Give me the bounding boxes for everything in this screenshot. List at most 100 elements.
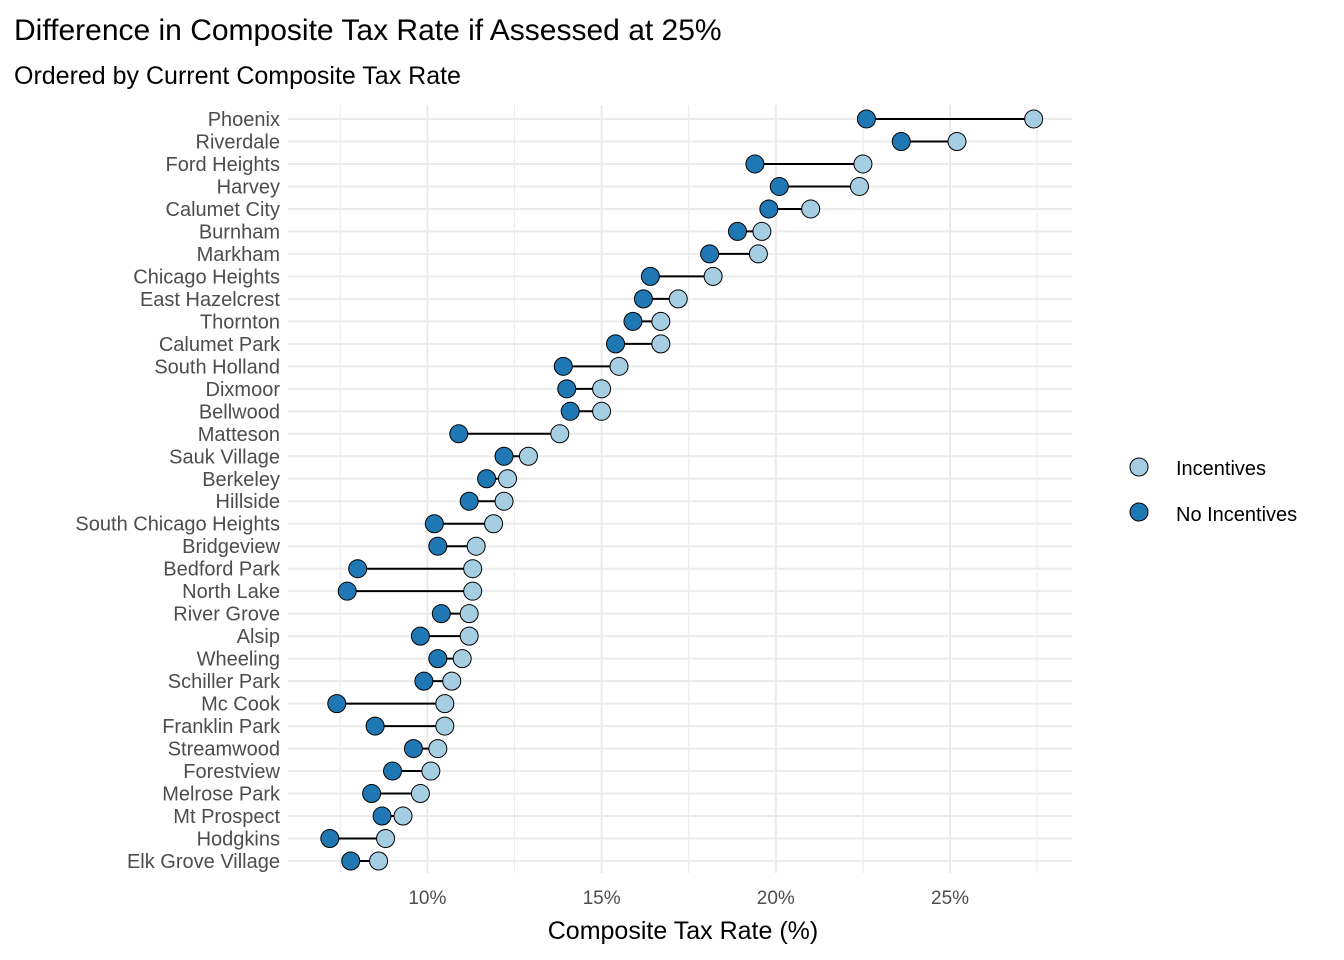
y-tick-label: Alsip xyxy=(237,626,280,648)
y-tick-label: Forestview xyxy=(183,761,280,783)
y-tick-label: North Lake xyxy=(182,581,280,603)
point-incentives xyxy=(592,379,612,399)
chart-subtitle: Ordered by Current Composite Tax Rate xyxy=(14,62,461,90)
x-tick-label: 25% xyxy=(931,888,969,909)
point-incentives xyxy=(459,626,479,646)
point-incentives xyxy=(550,424,570,444)
point-incentives xyxy=(442,671,462,691)
x-tick-label: 15% xyxy=(583,888,621,909)
gridlines xyxy=(288,105,1072,873)
chart-title: Difference in Composite Tax Rate if Asse… xyxy=(14,14,722,47)
point-no-incentives xyxy=(856,109,876,129)
point-no-incentives xyxy=(365,716,385,736)
point-no-incentives xyxy=(320,829,340,849)
point-no-incentives xyxy=(414,671,434,691)
y-tick-label: Franklin Park xyxy=(162,716,281,738)
y-tick-label: South Chicago Heights xyxy=(75,514,280,536)
y-tick-label: Bedford Park xyxy=(163,559,281,581)
point-no-incentives xyxy=(403,739,423,759)
y-tick-label: Harvey xyxy=(217,176,280,198)
point-no-incentives xyxy=(560,401,580,421)
point-no-incentives xyxy=(553,356,573,376)
y-tick-label: South Holland xyxy=(154,356,280,378)
point-no-incentives xyxy=(362,784,382,804)
point-no-incentives xyxy=(459,491,479,511)
y-tick-label: Sauk Village xyxy=(169,446,280,468)
point-no-incentives xyxy=(428,536,448,556)
point-incentives xyxy=(376,829,396,849)
legend-label-incentives: Incentives xyxy=(1176,458,1266,480)
y-tick-label: Wheeling xyxy=(197,649,280,671)
y-tick-label: Hodgkins xyxy=(197,829,280,851)
y-tick-label: Bellwood xyxy=(199,401,280,423)
point-no-incentives xyxy=(337,581,357,601)
y-tick-label: Markham xyxy=(197,244,280,266)
point-no-incentives xyxy=(727,221,747,241)
x-axis-title: Composite Tax Rate (%) xyxy=(548,917,818,945)
point-no-incentives xyxy=(348,559,368,579)
point-no-incentives xyxy=(383,761,403,781)
point-incentives xyxy=(703,266,723,286)
point-no-incentives xyxy=(557,379,577,399)
y-tick-label: Ford Heights xyxy=(166,154,281,176)
y-tick-label: Melrose Park xyxy=(162,784,281,806)
point-no-incentives xyxy=(700,244,720,264)
point-incentives xyxy=(466,536,486,556)
y-tick-label: Elk Grove Village xyxy=(127,851,280,873)
y-tick-label: Dixmoor xyxy=(206,379,281,401)
point-no-incentives xyxy=(372,806,392,826)
point-incentives xyxy=(651,311,671,331)
point-no-incentives xyxy=(640,266,660,286)
y-tick-label: River Grove xyxy=(173,604,280,626)
legend: Incentives No Incentives xyxy=(1129,457,1297,526)
x-axis-labels: 10% 15% 20% 25% xyxy=(408,888,969,909)
point-incentives xyxy=(428,739,448,759)
point-no-incentives xyxy=(623,311,643,331)
point-incentives xyxy=(463,559,483,579)
point-incentives xyxy=(463,581,483,601)
y-tick-label: Calumet Park xyxy=(159,334,281,356)
y-tick-label: Riverdale xyxy=(196,131,280,153)
legend-label-no-incentives: No Incentives xyxy=(1176,504,1297,526)
x-tick-label: 20% xyxy=(757,888,795,909)
point-no-incentives xyxy=(633,289,653,309)
point-incentives xyxy=(592,401,612,421)
y-tick-label: Hillside xyxy=(216,491,280,513)
point-no-incentives xyxy=(341,851,361,871)
y-tick-label: East Hazelcrest xyxy=(140,289,280,311)
x-tick-label: 10% xyxy=(408,888,446,909)
y-tick-label: Matteson xyxy=(198,424,280,446)
point-no-incentives xyxy=(431,604,451,624)
point-incentives xyxy=(752,221,772,241)
point-no-incentives xyxy=(745,154,765,174)
point-no-incentives xyxy=(410,626,430,646)
point-incentives xyxy=(393,806,413,826)
point-incentives xyxy=(947,131,967,151)
point-no-incentives xyxy=(327,694,347,714)
point-incentives xyxy=(421,761,441,781)
point-incentives xyxy=(801,199,821,219)
point-incentives xyxy=(853,154,873,174)
point-incentives xyxy=(435,716,455,736)
legend-swatch-incentives xyxy=(1129,457,1149,477)
y-tick-label: Mc Cook xyxy=(201,694,281,716)
point-incentives xyxy=(498,469,518,489)
point-no-incentives xyxy=(449,424,469,444)
point-no-incentives xyxy=(477,469,497,489)
point-incentives xyxy=(410,784,430,804)
point-no-incentives xyxy=(424,514,444,534)
point-incentives xyxy=(748,244,768,264)
y-tick-label: Streamwood xyxy=(168,739,280,761)
point-incentives xyxy=(484,514,504,534)
point-incentives xyxy=(518,446,538,466)
y-tick-label: Burnham xyxy=(199,221,280,243)
point-no-incentives xyxy=(759,199,779,219)
y-tick-label: Bridgeview xyxy=(182,536,280,558)
point-incentives xyxy=(494,491,514,511)
point-incentives xyxy=(1024,109,1044,129)
point-incentives xyxy=(369,851,389,871)
point-incentives xyxy=(668,289,688,309)
legend-swatch-no-incentives xyxy=(1129,502,1149,522)
